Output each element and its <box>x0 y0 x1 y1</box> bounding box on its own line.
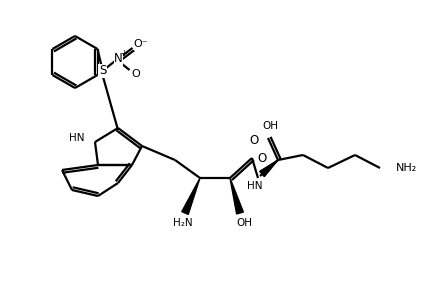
Text: O: O <box>257 151 266 164</box>
Polygon shape <box>260 160 278 177</box>
Polygon shape <box>230 178 243 214</box>
Text: HN: HN <box>247 181 263 191</box>
Text: O⁻: O⁻ <box>133 39 148 49</box>
Text: O: O <box>250 134 259 147</box>
Text: H₂N: H₂N <box>173 218 193 228</box>
Text: OH: OH <box>236 218 252 228</box>
Polygon shape <box>182 178 200 214</box>
Text: +: + <box>120 49 127 58</box>
Text: NH₂: NH₂ <box>396 163 417 173</box>
Text: OH: OH <box>262 121 278 131</box>
Text: HN: HN <box>69 133 85 143</box>
Text: O: O <box>131 69 140 79</box>
Text: S: S <box>99 64 106 77</box>
Text: N: N <box>114 53 123 66</box>
